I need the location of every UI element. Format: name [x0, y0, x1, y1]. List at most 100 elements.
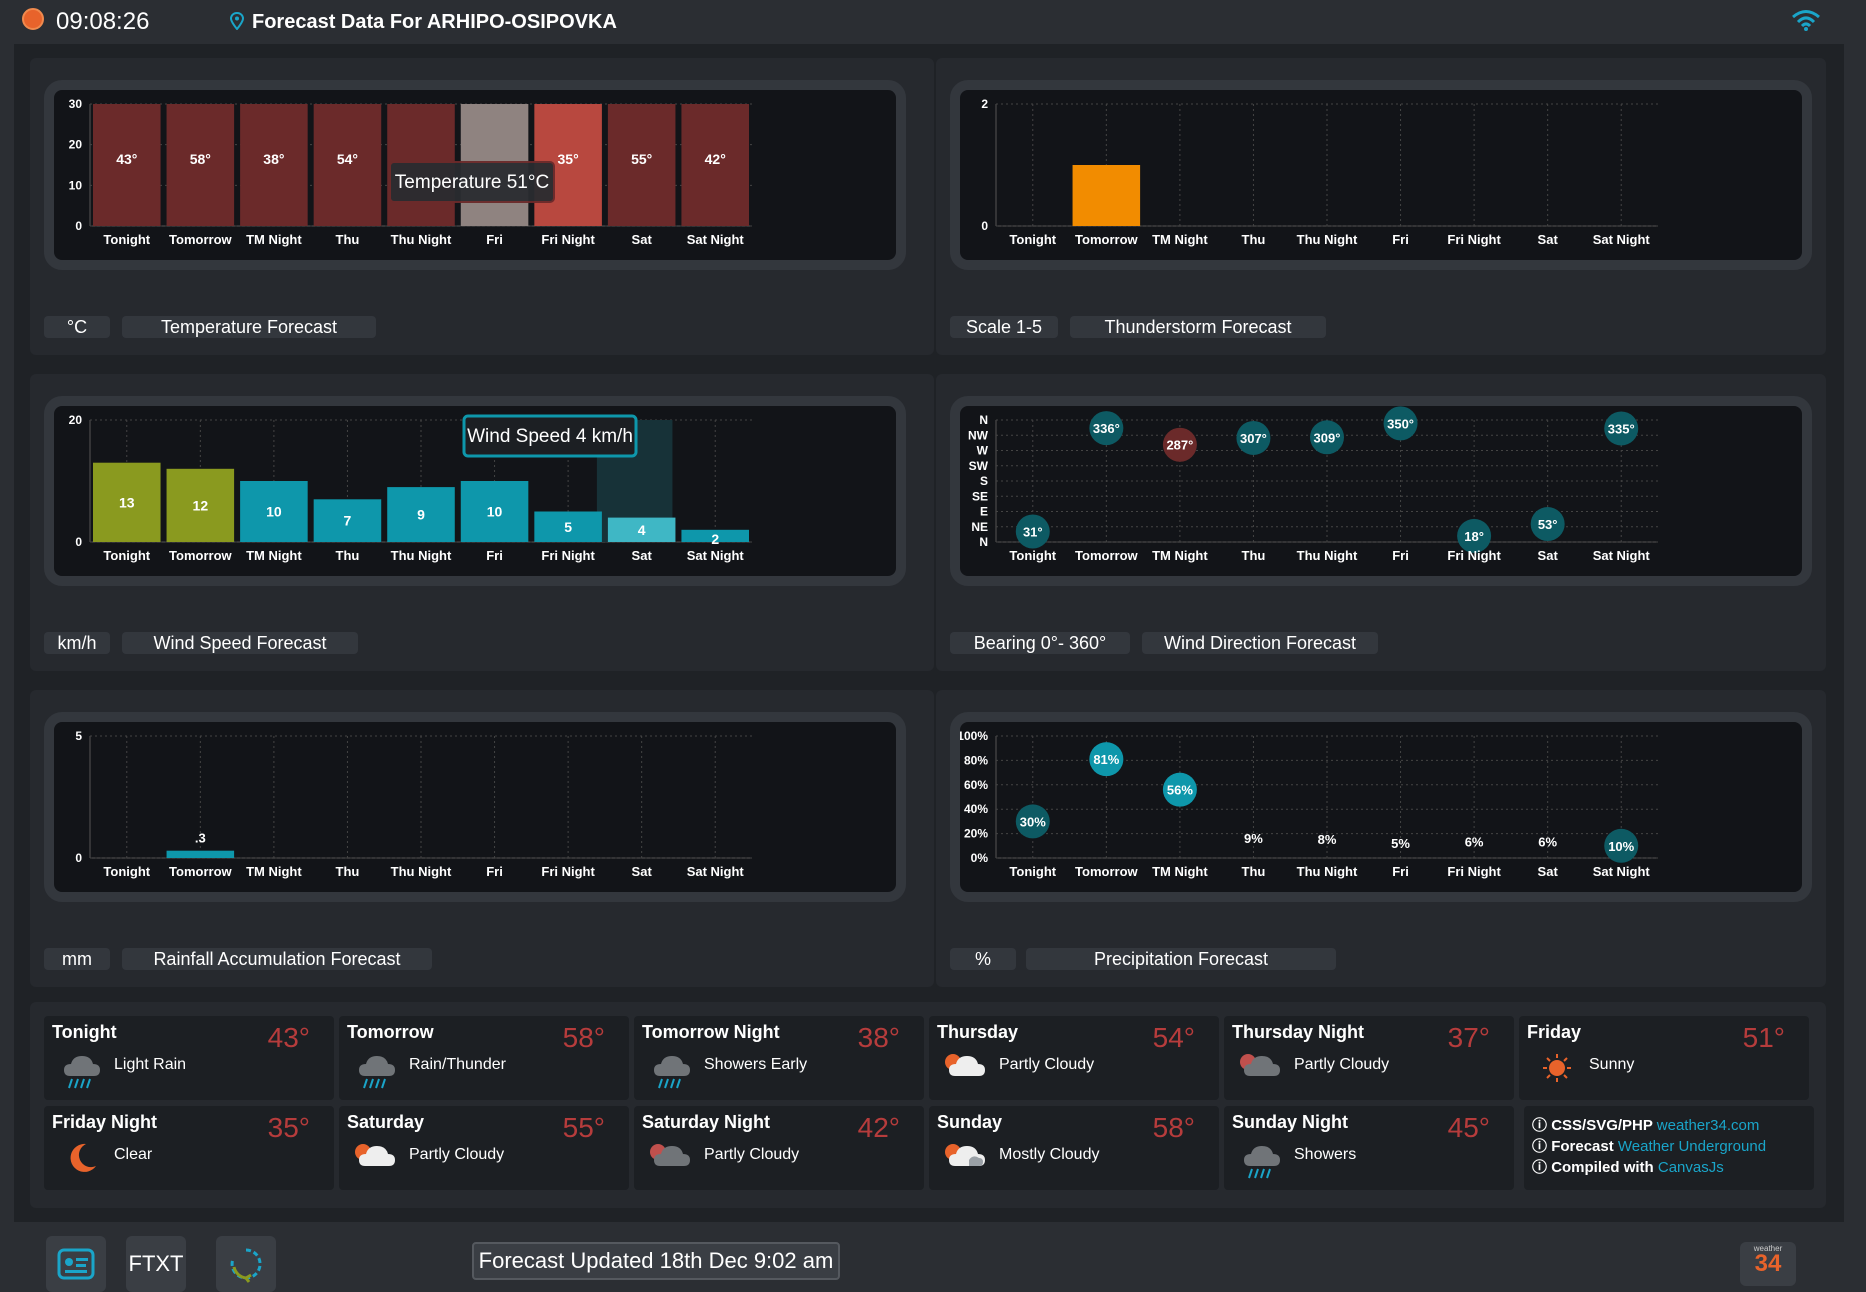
rainfall-chart[interactable]: 0 5 .3 Tonight Tomorrow TM Night Thu Thu Night F… — [54, 722, 896, 892]
precipitation-label: 30% — [1020, 814, 1046, 829]
compass-tick-label: E — [980, 505, 988, 519]
forecast-card-temp: 58° — [1152, 1112, 1195, 1143]
weather-underground-link[interactable]: Weather Underground — [1617, 1138, 1767, 1155]
forecast-card-period: Thursday — [937, 1022, 1019, 1042]
forecast-card-temp: 37° — [1447, 1022, 1490, 1053]
forecast-card: Sunday Night 45° Showers — [1224, 1106, 1514, 1190]
x-tick-label: TM Night — [1152, 548, 1208, 563]
y-tick-label: 0% — [971, 851, 989, 865]
top-bar — [14, 0, 1844, 44]
forecast-card: Tomorrow 58° Rain/Thunder — [339, 1016, 629, 1100]
wind-speed-chart[interactable]: 0 20 13 12 10 7 9 10 5 4 2 Tonight Tomorrow TM Night T… — [54, 406, 896, 576]
info-icon: ⓘ — [1532, 1159, 1548, 1176]
forecast-card-temp: 58° — [562, 1022, 605, 1053]
temperature-bar-label: 35° — [558, 151, 579, 167]
forecast-card-period: Tomorrow Night — [642, 1022, 780, 1042]
thunderstorm-bar — [1072, 165, 1141, 226]
x-tick-label: Fri Night — [541, 232, 595, 247]
wind-direction-label: 309° — [1314, 430, 1341, 445]
x-tick-label: Tonight — [103, 232, 150, 247]
forecast-card-description: Partly Cloudy — [704, 1146, 800, 1163]
wind-speed-bar-label: 5 — [564, 519, 572, 535]
compass-tick-label: W — [977, 444, 989, 458]
precipitation-chart-frame: 0% 20% 40% 60% 80% 100% 30% 81% 56% 9% 8% 5% 6% 6% 10%… — [950, 712, 1812, 902]
wind-direction-point — [1236, 420, 1271, 455]
x-tick-label: Fri — [486, 864, 503, 879]
wind-direction-label: 307° — [1240, 431, 1267, 446]
moon-icon — [70, 1143, 96, 1172]
weather34-logo[interactable]: weather 34 — [1740, 1242, 1796, 1286]
y-tick-label: 60% — [964, 778, 988, 792]
compass-tick-label: SW — [969, 459, 989, 473]
compass-tick-label: S — [980, 474, 988, 488]
forecast-card-description: Sunny — [1589, 1056, 1635, 1073]
x-tick-label: Sat Night — [687, 232, 745, 247]
forecast-card-description: Clear — [114, 1146, 153, 1163]
wind-speed-bar-label: 10 — [266, 504, 282, 520]
forecast-cards-panel: Tonight 43° Light Rain Tomorrow 58° Rain/Thun… — [30, 1002, 1826, 1208]
wind-direction-panel: N NW W SW S SE E NE N 31° 336° 287° 307° 309° 350° 53° 3… — [936, 374, 1826, 671]
x-tick-label: TM Night — [246, 548, 302, 563]
thunderstorm-chart-frame: 0 2 Tonight Tomorrow TM Night Thu Thu Night Fri… — [950, 80, 1812, 270]
weather34-link[interactable]: weather34.com — [1656, 1117, 1760, 1134]
wind-speed-chart-frame: 0 20 13 12 10 7 9 10 5 4 2 Tonight Tomorrow TM Night T… — [44, 396, 906, 586]
y-tick-label: 100% — [960, 729, 988, 743]
y-tick-label: 20% — [964, 827, 988, 841]
mostly-cloudy-icon — [945, 1144, 985, 1166]
forecast-card: Sunday 58° Mostly Cloudy — [929, 1106, 1219, 1190]
x-tick-label: Sat Night — [1593, 548, 1651, 563]
forecast-card-temp: 42° — [857, 1112, 900, 1143]
compass-tick-label: SE — [972, 489, 988, 503]
wind-speed-unit-label: km/h — [44, 632, 110, 654]
temperature-bar-label: 55° — [631, 151, 652, 167]
page-title: Forecast Data For ARHIPO-OSIPOVKA — [252, 11, 617, 33]
wind-speed-tooltip-text: Wind Speed 4 km/h — [467, 426, 633, 447]
forecast-card-period: Sunday Night — [1232, 1112, 1348, 1132]
forecast-card-description: Mostly Cloudy — [999, 1146, 1100, 1163]
wind-direction-point — [1015, 514, 1050, 549]
wind-direction-label: 350° — [1387, 416, 1414, 431]
x-tick-label: Fri Night — [1447, 548, 1501, 563]
wind-speed-bar-label: 13 — [119, 494, 135, 510]
refresh-button[interactable] — [216, 1236, 276, 1292]
y-tick-label: 20 — [69, 138, 83, 152]
x-tick-label: Fri — [1392, 232, 1409, 247]
forecast-card: Friday 51° Sunny — [1519, 1016, 1809, 1100]
wifi-icon — [1792, 10, 1820, 31]
ftxt-button[interactable]: FTXT — [126, 1236, 186, 1292]
weather-status-icon — [22, 8, 44, 30]
temperature-panel: 0 10 20 30 43° 58° 38° 54° 35° 55° 42° Tonight Tomor… — [30, 58, 934, 355]
rainfall-unit-label: mm — [44, 948, 110, 970]
wind-speed-bar — [534, 511, 602, 542]
x-tick-label: Sat — [632, 232, 653, 247]
x-tick-label: Thu Night — [391, 864, 452, 879]
wind-speed-bar — [93, 462, 161, 542]
canvasjs-link[interactable]: CanvasJs — [1657, 1159, 1724, 1176]
temperature-bar-label: 58° — [190, 151, 211, 167]
forecast-card: Thursday Night 37° Partly Cloudy — [1224, 1016, 1514, 1100]
forecast-card-period: Thursday Night — [1232, 1022, 1365, 1042]
bottom-bar: FTXT Forecast Updated 18th Dec 9:02 am w… — [0, 1222, 1866, 1292]
temperature-bar — [166, 104, 235, 226]
thunderstorm-chart[interactable]: 0 2 Tonight Tomorrow TM Night Thu Thu Night Fri… — [960, 90, 1802, 260]
temperature-chart[interactable]: 0 10 20 30 43° 58° 38° 54° 35° 55° 42° Tonight Tomor… — [54, 90, 896, 260]
x-tick-label: Tomorrow — [1075, 548, 1138, 563]
station-button[interactable] — [46, 1236, 106, 1292]
partly-cloudy-icon — [355, 1144, 395, 1166]
thunderstorm-title-label: Thunderstorm Forecast — [1070, 316, 1326, 338]
credit-line-3: ⓘ Compiled with CanvasJs — [1532, 1159, 1724, 1176]
wind-direction-label: 336° — [1093, 421, 1120, 436]
x-tick-label: Sat Night — [687, 864, 745, 879]
x-tick-label: Tomorrow — [169, 548, 232, 563]
x-tick-label: Thu — [336, 232, 360, 247]
y-tick-label: 20 — [69, 413, 83, 427]
rain-cloud-icon — [1244, 1146, 1280, 1179]
precipitation-label: 8% — [1318, 832, 1337, 847]
wind-direction-chart-frame: N NW W SW S SE E NE N 31° 336° 287° 307° 309° 350° 53° 3… — [950, 396, 1812, 586]
rain-cloud-icon — [359, 1056, 395, 1089]
precipitation-chart[interactable]: 0% 20% 40% 60% 80% 100% 30% 81% 56% 9% 8% 5% 6% 6% 10%… — [960, 722, 1802, 892]
forecast-card-period: Saturday Night — [642, 1112, 771, 1132]
wind-speed-bar — [166, 468, 235, 542]
wind-direction-point — [1530, 507, 1565, 542]
